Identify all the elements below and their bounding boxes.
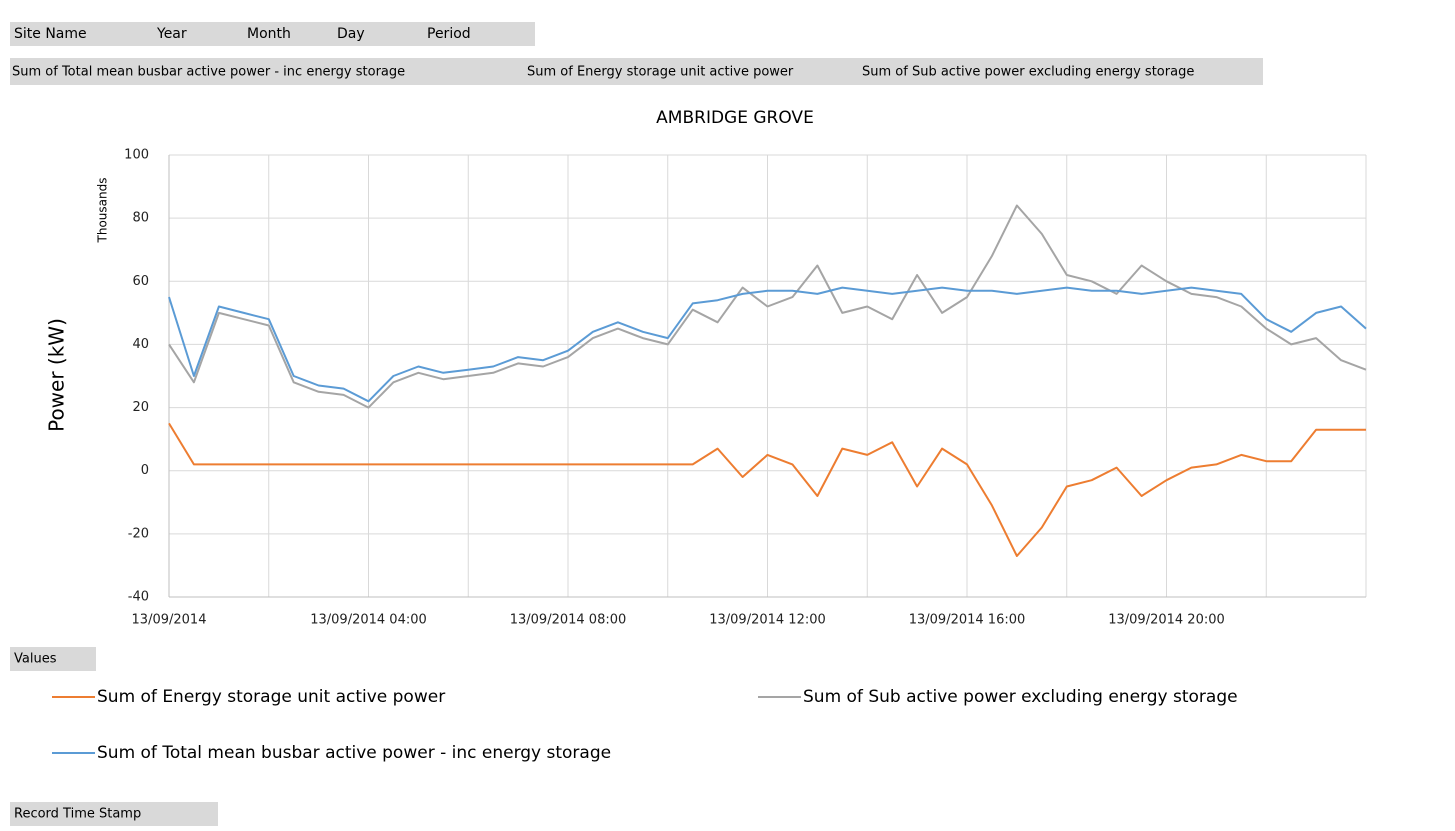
field-button[interactable] <box>145 22 235 46</box>
field-button-label: Site Name <box>14 26 87 42</box>
x-tick-label: 13/09/2014 <box>132 613 207 628</box>
axis-button[interactable] <box>10 802 218 826</box>
x-tick-label: 13/09/2014 08:00 <box>510 613 627 628</box>
x-tick-label: 13/09/2014 20:00 <box>1108 613 1225 628</box>
field-button[interactable] <box>415 22 535 46</box>
y-tick-label: -20 <box>128 526 149 541</box>
series-line <box>168 204 1367 409</box>
values-button[interactable] <box>10 647 96 671</box>
value-button-label: Sum of Energy storage unit active power <box>527 65 794 80</box>
values-button-label: Values <box>14 652 57 667</box>
field-button-label: Day <box>337 26 365 42</box>
y-tick-label: 60 <box>132 274 149 289</box>
field-button[interactable] <box>10 22 145 46</box>
y-tick-label: 80 <box>132 211 149 226</box>
y-tick-label: 100 <box>124 148 149 163</box>
value-button-label: Sum of Total mean busbar active power - … <box>12 65 405 80</box>
x-tick-label: 13/09/2014 04:00 <box>310 613 427 628</box>
legend-label: Sum of Energy storage unit active power <box>97 687 445 707</box>
series-line <box>168 286 1367 403</box>
x-tick-label: 13/09/2014 16:00 <box>909 613 1026 628</box>
field-button-label: Year <box>156 26 187 42</box>
field-button-label: Period <box>427 26 471 42</box>
legend-label: Sum of Sub active power excluding energy… <box>803 687 1238 707</box>
y-axis-label: Power (kW) <box>45 318 69 432</box>
y-tick-label: -40 <box>128 590 149 605</box>
axis-button-label: Record Time Stamp <box>14 807 141 822</box>
y-tick-label: 0 <box>141 463 149 478</box>
y-tick-label: 40 <box>132 337 149 352</box>
chart-title: AMBRIDGE GROVE <box>656 108 814 128</box>
display-units: Thousands <box>96 178 110 244</box>
series-line <box>168 422 1366 557</box>
value-button[interactable] <box>10 58 525 85</box>
value-button[interactable] <box>525 58 860 85</box>
x-tick-label: 13/09/2014 12:00 <box>709 613 826 628</box>
field-button[interactable] <box>235 22 325 46</box>
field-button-label: Month <box>247 26 291 42</box>
value-button[interactable] <box>860 58 1263 85</box>
y-tick-label: 20 <box>132 400 149 415</box>
value-button-label: Sum of Sub active power excluding energy… <box>862 65 1194 80</box>
field-button[interactable] <box>325 22 415 46</box>
legend-label: Sum of Total mean busbar active power - … <box>97 743 611 763</box>
